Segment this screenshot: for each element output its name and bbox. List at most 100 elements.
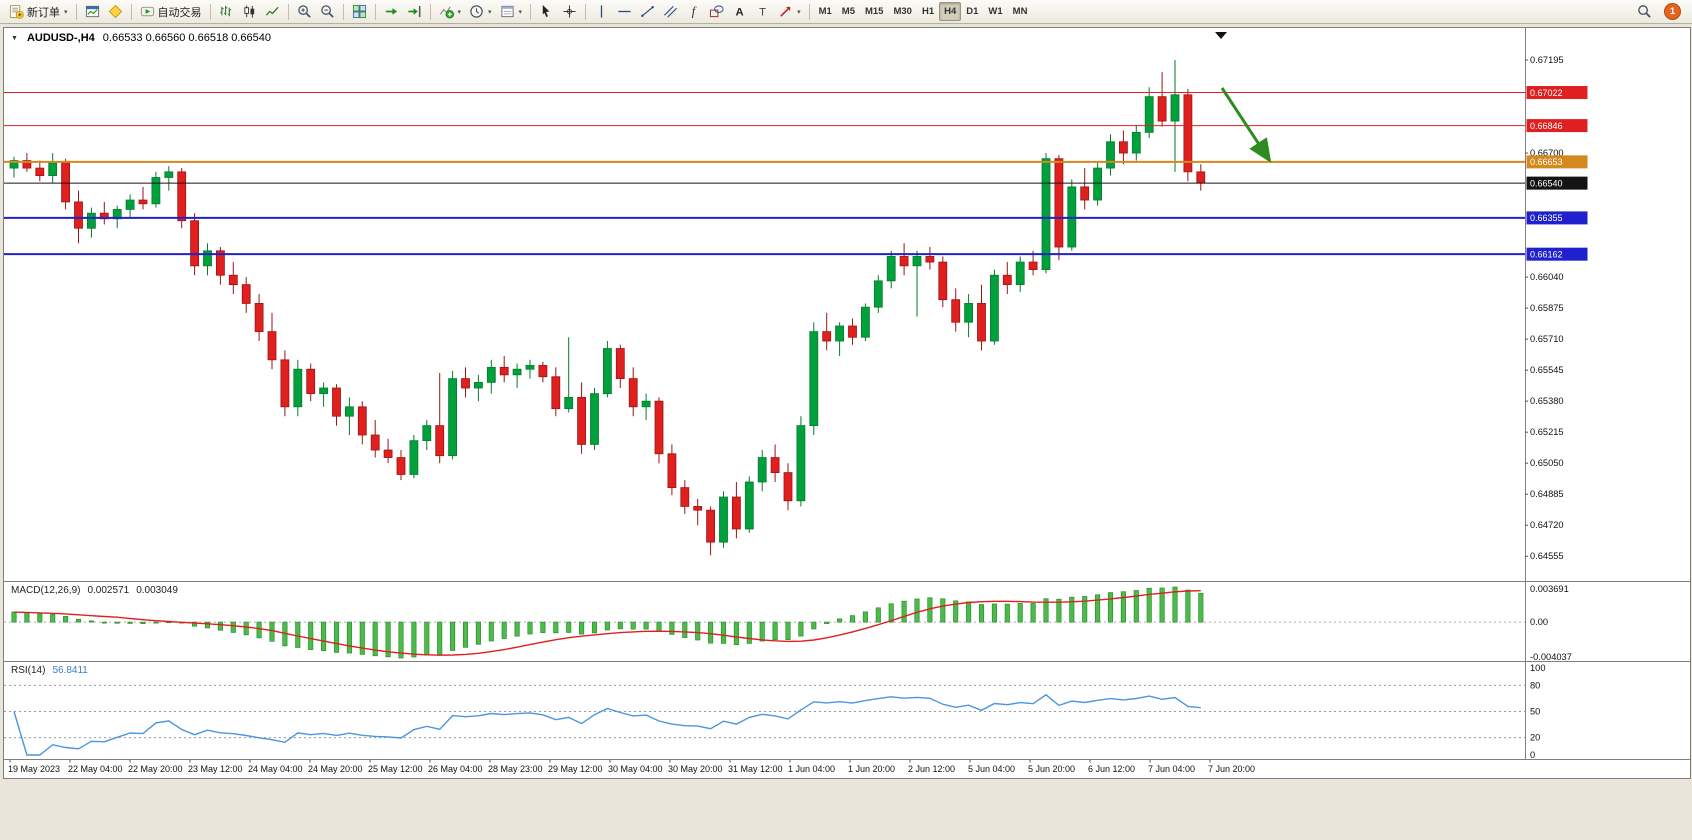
tile-windows-button[interactable]: [348, 1, 371, 22]
price-chart-canvas[interactable]: 0.67195 0.66700 0.66040 0.65875 0.65710 0.655…: [4, 28, 1690, 778]
price-badge-label: 0.66162: [1530, 249, 1563, 259]
macd-bar: [785, 621, 791, 641]
candle-body: [770, 457, 780, 473]
toolbar-right: 1: [1633, 1, 1687, 22]
timeframe-mn-label: MN: [1012, 6, 1028, 17]
macd-bar: [385, 621, 391, 658]
macd-bar: [269, 621, 275, 642]
macd-histogram: [11, 586, 1204, 659]
level-lines: 0.67022 0.66846 0.66653 0.66540 0.66355 0.661…: [4, 86, 1588, 261]
hline-icon: [617, 4, 632, 19]
auto-trading-button[interactable]: 自动交易: [136, 1, 206, 22]
rsi-indicator-label: RSI(14) 56.8411: [11, 665, 88, 676]
macd-bar: [462, 621, 469, 648]
timeframe-m1-button[interactable]: M1: [814, 2, 837, 21]
vertical-line-button[interactable]: [590, 1, 613, 22]
zoom-out-button[interactable]: [316, 1, 339, 22]
chart-bars-icon: [219, 4, 234, 19]
price-tick-label: 0.65710: [1530, 334, 1564, 344]
shapes-button[interactable]: [705, 1, 728, 22]
chart-shift-marker-icon[interactable]: [1215, 32, 1227, 39]
timeframe-d1-button[interactable]: D1: [961, 2, 983, 21]
timeframe-h4-label: H4: [944, 6, 957, 17]
chart-candles-button[interactable]: [238, 1, 261, 22]
dropdown-caret-icon: ▾: [457, 8, 462, 16]
candle-body: [48, 162, 58, 177]
rsi-axis-label: 100: [1530, 663, 1546, 673]
timeframe-m15-button[interactable]: M15: [860, 2, 888, 21]
timeframe-h4-button[interactable]: H4: [939, 2, 962, 21]
auto-scroll-button[interactable]: [380, 1, 403, 22]
candle-body: [1119, 141, 1128, 154]
price-tick-label: 0.67195: [1530, 55, 1564, 65]
one-click-trading-toggle-icon[interactable]: ▼: [11, 34, 18, 42]
trendline-icon: [640, 4, 655, 19]
notifications-badge[interactable]: 1: [1664, 3, 1681, 20]
new-chart-button[interactable]: [81, 1, 104, 22]
candle-body: [680, 487, 690, 507]
text-label-button[interactable]: T: [751, 1, 774, 22]
price-badge-label: 0.66540: [1530, 178, 1563, 188]
macd-bar: [153, 621, 159, 624]
candle-body: [951, 299, 961, 323]
cursor-button[interactable]: [535, 1, 558, 22]
trend-annotation-arrow[interactable]: [1220, 87, 1272, 164]
rsi-axis-label: 20: [1530, 733, 1540, 743]
periods-button[interactable]: ▾: [465, 1, 496, 22]
price-tick-label: 0.65545: [1530, 365, 1564, 375]
zoom-in-button[interactable]: [293, 1, 316, 22]
text-button[interactable]: A: [728, 1, 751, 22]
timeframe-d1-label: D1: [966, 6, 979, 17]
toolbar-separator: [374, 3, 376, 20]
horizontal-line-button[interactable]: [613, 1, 636, 22]
timeframe-w1-button[interactable]: W1: [983, 2, 1007, 21]
macd-bar: [1004, 603, 1010, 623]
price-tick-label: 0.66700: [1530, 148, 1564, 158]
price-tick-label: 0.66040: [1530, 272, 1564, 282]
candle-body: [125, 199, 135, 210]
time-tick-label: 26 May 04:00: [428, 764, 483, 774]
candle-body: [228, 274, 238, 286]
price-badge-label: 0.66846: [1530, 121, 1563, 131]
new-order-button[interactable]: 新订单 ▾: [5, 1, 72, 22]
toolbar-separator: [75, 3, 77, 20]
price-tick-label: 0.65875: [1530, 303, 1564, 313]
candle-body: [757, 457, 767, 483]
crosshair-button[interactable]: [558, 1, 581, 22]
time-tick-label: 30 May 20:00: [668, 764, 723, 774]
candle-body: [796, 425, 806, 502]
candle-body: [809, 331, 819, 427]
chart-line-button[interactable]: [261, 1, 284, 22]
timeframe-m15-label: M15: [864, 6, 884, 17]
timeframe-m5-button[interactable]: M5: [837, 2, 860, 21]
auto-trading-icon: [140, 4, 155, 19]
fibonacci-button[interactable]: f: [682, 1, 705, 22]
indicators-button[interactable]: ▾: [435, 1, 466, 22]
chart-shift-button[interactable]: [403, 1, 426, 22]
search-button[interactable]: [1633, 1, 1656, 22]
macd-bar: [411, 621, 417, 658]
macd-bar: [514, 621, 520, 637]
macd-bar: [566, 621, 572, 633]
templates-button[interactable]: ▾: [496, 1, 527, 22]
price-tick-label: 0.65380: [1530, 396, 1564, 406]
timeframe-mn-button[interactable]: MN: [1008, 2, 1033, 21]
candle-body: [1183, 94, 1193, 173]
metaeditor-button[interactable]: [104, 1, 127, 22]
macd-bar: [1043, 598, 1049, 623]
macd-bar: [630, 621, 636, 630]
candle-body: [990, 274, 999, 342]
arrows-button[interactable]: ▾: [774, 1, 805, 22]
chart-bars-button[interactable]: [215, 1, 238, 22]
macd-bar: [759, 621, 765, 642]
clock-icon: [469, 4, 484, 19]
timeframe-m30-button[interactable]: M30: [888, 2, 916, 21]
chart-candles-icon: [242, 4, 257, 19]
candle-body: [899, 256, 909, 267]
equidistant-channel-button[interactable]: [659, 1, 682, 22]
macd-bar: [837, 618, 843, 623]
timeframe-h1-button[interactable]: H1: [917, 2, 939, 21]
candle-body: [177, 171, 187, 222]
macd-bar: [204, 621, 211, 629]
trendline-button[interactable]: [636, 1, 659, 22]
